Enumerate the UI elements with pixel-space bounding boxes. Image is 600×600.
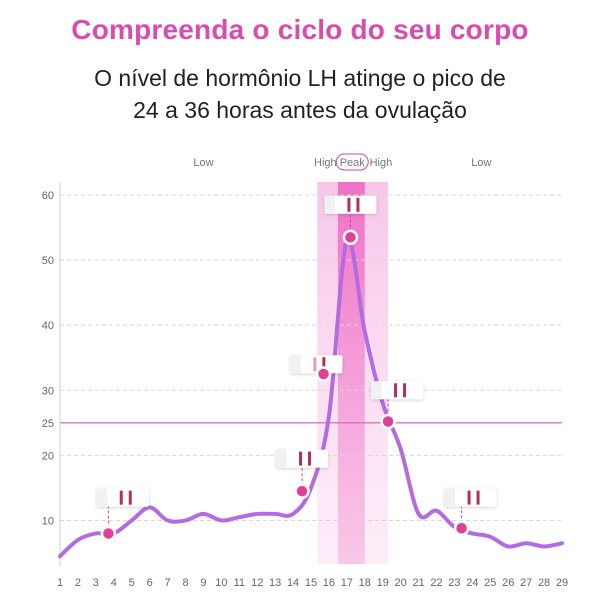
x-tick-label: 8 bbox=[182, 577, 188, 589]
x-tick-label: 26 bbox=[502, 577, 514, 589]
x-tick-label: 22 bbox=[430, 577, 442, 589]
data-marker bbox=[294, 483, 310, 499]
test-line-control bbox=[347, 197, 351, 212]
x-tick-label: 9 bbox=[200, 577, 206, 589]
test-strip-cap bbox=[276, 449, 287, 468]
zone-label: High bbox=[314, 157, 337, 169]
y-tick-label: 30 bbox=[42, 385, 54, 397]
test-strip-cap bbox=[96, 488, 108, 507]
series-layer bbox=[58, 236, 564, 559]
y-tick-label: 10 bbox=[42, 515, 54, 527]
test-strip-cap bbox=[290, 355, 301, 374]
test-line-result bbox=[476, 490, 480, 505]
x-tick-label: 17 bbox=[341, 577, 353, 589]
data-marker bbox=[380, 413, 396, 430]
x-tick-label: 10 bbox=[215, 577, 227, 589]
y-tick-label: 20 bbox=[42, 450, 54, 462]
x-tick-label: 12 bbox=[251, 577, 263, 589]
x-tick-label: 6 bbox=[147, 577, 153, 589]
x-tick-label: 18 bbox=[359, 577, 371, 589]
x-tick-label: 5 bbox=[129, 577, 135, 589]
y-tick-label: 25 bbox=[42, 418, 54, 430]
x-tick-label: 21 bbox=[412, 577, 424, 589]
marker-layer bbox=[96, 195, 497, 542]
data-marker bbox=[342, 229, 359, 246]
x-tick-label: 7 bbox=[165, 577, 171, 589]
x-tick-label: 3 bbox=[93, 577, 99, 589]
page-title: Compreenda o ciclo do seu corpo bbox=[71, 14, 529, 45]
zone-label: Low bbox=[193, 157, 213, 169]
x-tick-label: 29 bbox=[556, 577, 568, 589]
test-line-result bbox=[403, 383, 407, 398]
test-strip-cap bbox=[371, 381, 382, 400]
x-tick-label: 1 bbox=[57, 577, 63, 589]
x-tick-label: 19 bbox=[377, 577, 389, 589]
test-line-control bbox=[467, 490, 471, 505]
zone-label-layer: Low High Peak High Low bbox=[193, 153, 491, 171]
x-tick-label: 2 bbox=[75, 577, 81, 589]
x-tick-label: 24 bbox=[466, 577, 478, 589]
test-line-result bbox=[322, 357, 326, 372]
zone-label: Low bbox=[471, 157, 491, 169]
y-tick-label: 50 bbox=[42, 255, 54, 267]
x-tick-label: 16 bbox=[323, 577, 335, 589]
data-marker bbox=[453, 520, 470, 537]
x-tick-label: 4 bbox=[111, 577, 117, 589]
lh-curve bbox=[58, 236, 564, 559]
x-tick-label: 14 bbox=[287, 577, 299, 589]
y-tick-label: 40 bbox=[42, 320, 54, 332]
x-tick-label: 23 bbox=[448, 577, 460, 589]
y-tick-label: 60 bbox=[42, 190, 54, 202]
subtitle-line-2: 24 a 36 horas antes da ovulação bbox=[133, 97, 467, 123]
data-marker bbox=[100, 525, 117, 542]
grid-layer bbox=[59, 182, 562, 566]
zone-label: Peak bbox=[340, 157, 366, 169]
x-tick-label: 11 bbox=[234, 577, 245, 589]
x-tick-label: 27 bbox=[520, 577, 532, 589]
test-line-result bbox=[356, 197, 360, 212]
test-line-control bbox=[394, 383, 398, 398]
x-tick-label: 28 bbox=[538, 577, 550, 589]
peak-pill bbox=[335, 153, 369, 171]
test-line-result bbox=[128, 490, 132, 505]
subtitle-line-1: O nível de hormônio LH atinge o pico de bbox=[94, 65, 506, 91]
page-subtitle: O nível de hormônio LH atinge o pico de … bbox=[0, 62, 600, 126]
x-tick-label: 25 bbox=[484, 577, 496, 589]
test-line-result bbox=[308, 451, 312, 466]
zone-label: High bbox=[370, 157, 393, 169]
data-marker bbox=[315, 366, 332, 382]
x-tick-label: 20 bbox=[395, 577, 407, 589]
x-tick-label: 13 bbox=[269, 577, 281, 589]
test-line-control bbox=[299, 451, 303, 466]
x-tick-label: 15 bbox=[305, 577, 317, 589]
test-line-control bbox=[119, 490, 123, 505]
test-strip-cap bbox=[324, 195, 335, 214]
test-strip-cap bbox=[444, 488, 455, 507]
test-line-control bbox=[313, 357, 317, 372]
